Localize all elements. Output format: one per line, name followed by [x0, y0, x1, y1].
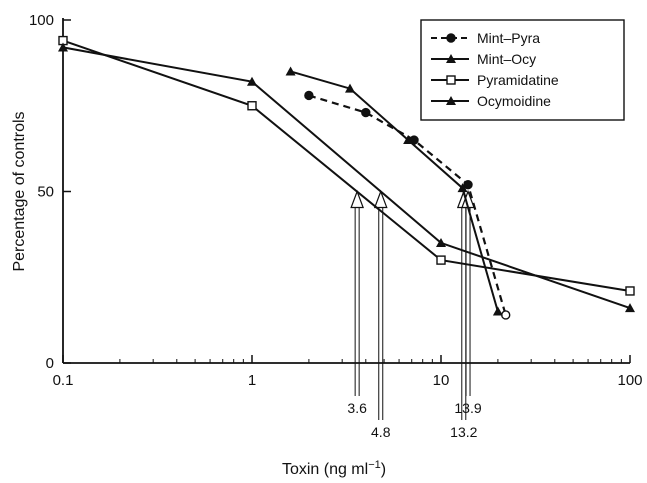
data-point: [446, 96, 456, 105]
legend: Mint–Pyra Mint–Ocy Pyramidatine Ocymoidine: [420, 19, 625, 121]
x-tick-label: 1: [248, 372, 256, 389]
data-point: [361, 107, 371, 118]
y-tick-label: 50: [37, 184, 54, 201]
data-point: [501, 310, 511, 320]
x-tick-label: 10: [433, 372, 450, 389]
annotation-arrow: 13.9: [454, 189, 482, 416]
series-2: [285, 66, 503, 316]
annotation-arrow: 3.6: [347, 189, 367, 416]
annotation-arrow: 4.8: [371, 189, 391, 440]
x-tick-label: 100: [617, 372, 642, 389]
data-point: [403, 135, 414, 145]
legend-label: Pyramidatine: [477, 72, 559, 88]
data-point: [247, 101, 257, 111]
data-point: [457, 183, 468, 193]
data-point: [436, 237, 446, 247]
series-line: [308, 94, 507, 316]
data-point: [304, 90, 314, 101]
y-tick-label: 100: [29, 12, 54, 29]
series-4: [58, 42, 635, 313]
x-axis-title-sup: −1: [368, 459, 381, 471]
data-point: [247, 76, 257, 86]
arrow-label: 3.6: [347, 400, 367, 416]
legend-item: Mint–Pyra: [431, 30, 540, 46]
data-point: [58, 42, 68, 52]
data-point: [625, 286, 635, 296]
legend-item: Pyramidatine: [431, 72, 559, 88]
legend-label: Mint–Pyra: [477, 30, 540, 46]
data-point: [625, 303, 635, 313]
legend-item: Ocymoidine: [431, 93, 551, 109]
series-line: [62, 46, 631, 310]
data-point: [436, 255, 446, 265]
arrow-label: 4.8: [371, 424, 391, 440]
axes: 0 50 100 0.1 1 10 100: [29, 12, 643, 389]
arrow-label: 13.2: [450, 424, 477, 440]
data-point: [463, 179, 473, 190]
data-point: [446, 75, 456, 85]
x-axis-title-main: Toxin (ng ml: [282, 461, 368, 478]
annotation-arrows: 3.64.8 13.2 13.9: [347, 189, 482, 440]
arrow-head: [373, 189, 388, 209]
x-axis-title-suffix: ): [381, 461, 386, 478]
legend-label: Mint–Ocy: [477, 51, 536, 67]
legend-label: Ocymoidine: [477, 93, 551, 109]
data-point: [446, 33, 456, 43]
data-point: [492, 306, 503, 316]
series-1: [304, 90, 511, 320]
arrow-label: 13.9: [454, 400, 481, 416]
legend-item: Mint–Ocy: [431, 51, 536, 67]
x-tick-label: 0.1: [53, 372, 74, 389]
y-axis-title: Percentage of controls: [11, 111, 28, 271]
arrow-head: [350, 189, 365, 209]
data-point: [285, 66, 296, 76]
data-point: [344, 83, 355, 93]
x-axis-title: Toxin (ng ml−1): [282, 459, 386, 478]
data-point: [446, 54, 456, 63]
y-tick-label: 0: [46, 355, 54, 372]
series-group: [58, 35, 635, 320]
